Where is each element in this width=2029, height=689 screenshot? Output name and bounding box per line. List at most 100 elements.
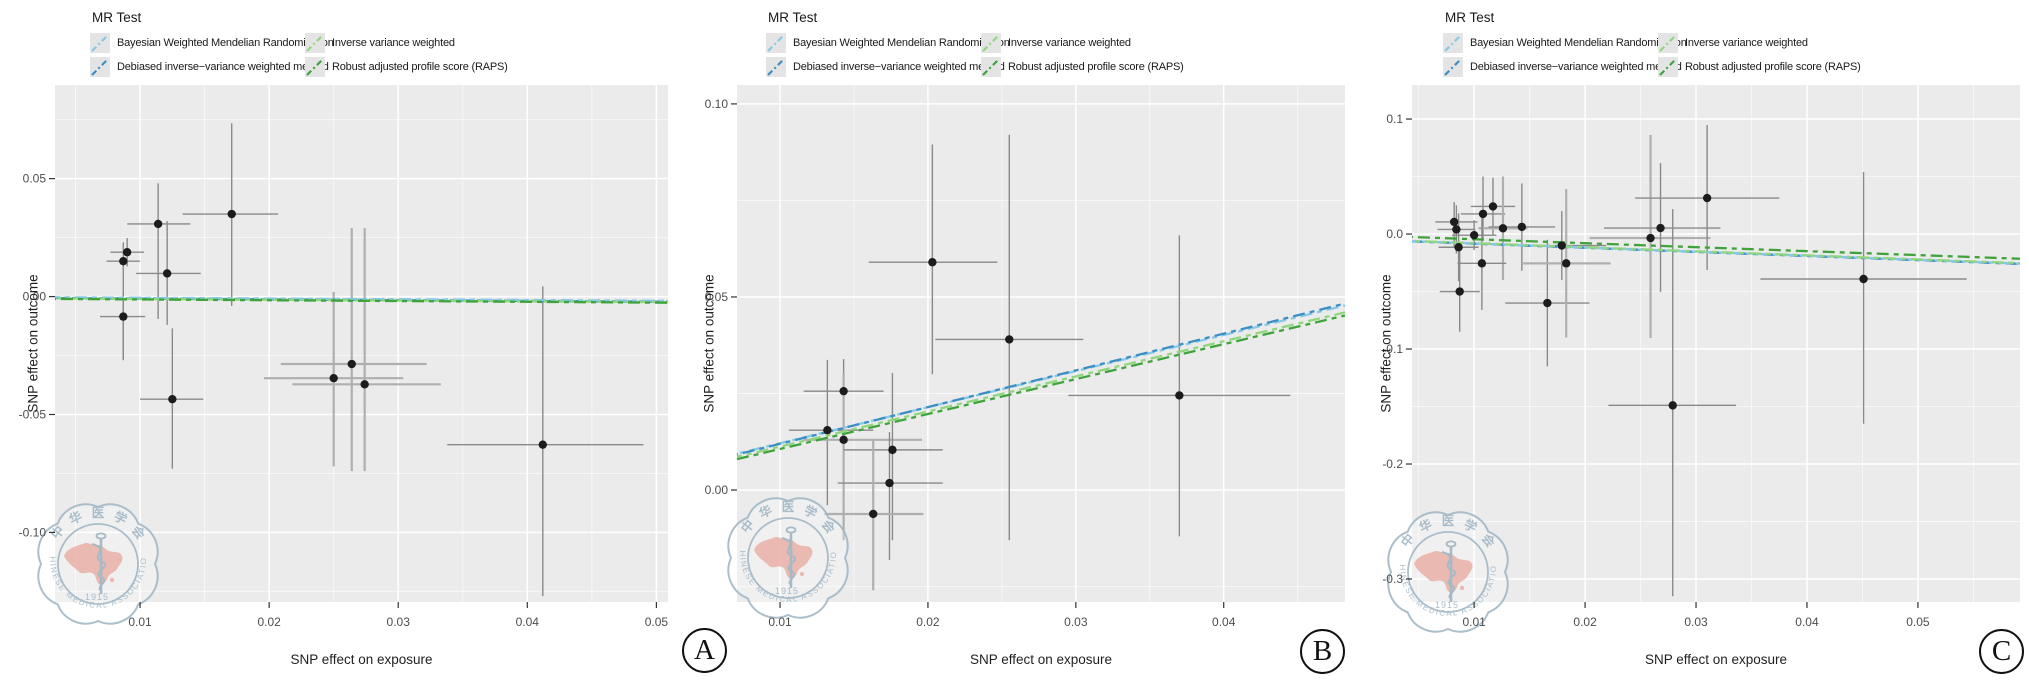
legend-label: Debiased inverse−variance weighted metho…	[793, 61, 1005, 73]
snp-point	[1498, 224, 1508, 233]
trend-line-debiased-ivw	[736, 302, 1346, 456]
china-map-shape	[1414, 551, 1473, 593]
lamp-icon	[95, 532, 107, 540]
axis-ticks: 0.01 0.02 0.03 0.04 0.10 0.05 0.00	[705, 97, 1236, 629]
grid-layer	[55, 85, 668, 602]
snp-point	[869, 509, 878, 519]
x-axis-title: SNP effect on exposure	[290, 652, 433, 667]
legend-key-ivw-icon	[981, 33, 1001, 53]
snp-point	[1454, 243, 1463, 252]
y-tick-label: 0.00	[23, 290, 47, 304]
x-tick-label: 0.05	[645, 615, 669, 629]
trend-line-raps	[54, 297, 669, 304]
panel-c: 中华医学会1915CHINESE MEDICAL ASSOCIATION0.01…	[1353, 0, 2029, 689]
legend-label: Debiased inverse−variance weighted metho…	[1470, 61, 1682, 73]
legend-label: Robust adjusted profile score (RAPS)	[1008, 61, 1184, 73]
legend-key-ivw-icon	[305, 33, 325, 53]
snp-point	[1477, 259, 1487, 268]
legend-item-ivw: Inverse variance weighted	[1658, 33, 1808, 53]
snp-point	[839, 435, 848, 445]
legend-item-ivw: Inverse variance weighted	[981, 33, 1131, 53]
regression-lines	[54, 296, 669, 304]
legend-label: Bayesian Weighted Mendelian Randomizatio…	[117, 37, 334, 49]
regression-lines	[736, 302, 1346, 461]
x-tick-label: 0.04	[1212, 615, 1236, 629]
plot-area: 中华医学会1915CHINESE MEDICAL ASSOCIATION0.01…	[0, 0, 669, 629]
snp-point	[1517, 222, 1527, 232]
watermark-year: 1915	[85, 592, 109, 602]
snake-icon	[91, 543, 107, 591]
y-tick-label: -0.10	[19, 525, 47, 539]
x-axis-title: SNP effect on exposure	[1644, 652, 1788, 667]
regression-lines	[1411, 235, 2021, 266]
legend-item-bwmr: Bayesian Weighted Mendelian Randomizatio…	[90, 33, 334, 53]
snp-point	[1455, 287, 1464, 296]
snp-point	[1452, 225, 1461, 234]
grid-layer	[1412, 85, 2020, 602]
legend-key-raps-icon	[1658, 57, 1678, 77]
y-axis-title: SNP effect on outcome	[701, 274, 717, 413]
island-dot	[799, 571, 805, 577]
watermark-cn-char: 医	[1442, 514, 1455, 528]
points-layer	[119, 209, 547, 449]
y-tick-label: -0.1	[1382, 342, 1403, 356]
y-tick-label: -0.05	[19, 407, 47, 421]
axis-ticks: 0.01 0.02 0.03 0.04 0.05 0.1 0.0 -0.1 -0.2 -0.3	[1382, 112, 1930, 629]
snp-point	[347, 359, 356, 369]
snp-point	[1859, 274, 1868, 284]
x-tick-label: 0.01	[128, 615, 152, 629]
snp-point	[122, 248, 132, 257]
y-tick-label: 0.05	[705, 290, 729, 304]
snp-point	[119, 256, 128, 266]
trend-line-ivw	[1411, 239, 2021, 265]
plot-area: 中华医学会1915CHINESE MEDICAL ASSOCIATION0.01…	[676, 0, 1346, 629]
y-axis-title: SNP effect on outcome	[1378, 274, 1394, 413]
axis-ticks: 0.01 0.02 0.03 0.04 0.05 0.05 0.00 -0.05 -0.10	[19, 172, 669, 629]
snp-point	[839, 386, 848, 396]
legend-item-debiased-ivw: Debiased inverse−variance weighted metho…	[766, 57, 1005, 77]
legend-key-debiased-ivw-icon	[1443, 57, 1463, 77]
x-tick-label: 0.03	[1064, 615, 1088, 629]
snp-point	[227, 209, 236, 219]
panel-badge-c: C	[1979, 629, 2024, 674]
points-layer	[1449, 193, 1868, 410]
x-tick-label: 0.04	[516, 615, 540, 629]
x-tick-label: 0.02	[257, 615, 281, 629]
legend-label: Bayesian Weighted Mendelian Randomizatio…	[793, 37, 1010, 49]
legend-item-raps: Robust adjusted profile score (RAPS)	[981, 57, 1184, 77]
legend-label: Inverse variance weighted	[332, 37, 455, 49]
legend-label: Inverse variance weighted	[1008, 37, 1131, 49]
snp-point	[1478, 209, 1488, 219]
snp-point	[1702, 193, 1712, 203]
legend-key-debiased-ivw-icon	[766, 57, 786, 77]
legend-item-ivw: Inverse variance weighted	[305, 33, 455, 53]
panel-b: 中华医学会1915CHINESE MEDICAL ASSOCIATION0.01…	[676, 0, 1352, 689]
inner-circle	[1407, 531, 1489, 613]
snp-point	[329, 373, 338, 383]
snp-point	[162, 269, 172, 278]
trend-line-ivw	[736, 311, 1346, 458]
snp-point	[1005, 335, 1014, 344]
snp-point	[168, 394, 177, 404]
legend-key-debiased-ivw-icon	[90, 57, 110, 77]
y-tick-label: -0.3	[1382, 572, 1403, 586]
x-tick-label: 0.03	[387, 615, 411, 629]
trend-line-raps	[736, 314, 1346, 461]
mr-test-legend: MR Test Bayesian Weighted Mendelian Rand…	[1353, 0, 2029, 84]
snp-point	[1543, 298, 1552, 308]
watermark-year: 1915	[775, 586, 799, 596]
y-tick-label: 0.05	[23, 172, 47, 186]
snake-icon	[1441, 551, 1457, 599]
snp-point	[1449, 217, 1459, 227]
x-tick-label: 0.05	[1906, 615, 1930, 629]
watermark-cn-char: 医	[92, 506, 105, 520]
legend-item-bwmr: Bayesian Weighted Mendelian Randomizatio…	[766, 33, 1010, 53]
snp-point	[1469, 230, 1479, 240]
legend-key-ivw-icon	[1658, 33, 1678, 53]
legend-item-raps: Robust adjusted profile score (RAPS)	[305, 57, 508, 77]
snp-point	[1656, 223, 1665, 233]
legend-item-debiased-ivw: Debiased inverse−variance weighted metho…	[90, 57, 329, 77]
watermark-cn-char: 医	[782, 500, 795, 514]
legend-key-bwmr-icon	[1443, 33, 1463, 53]
